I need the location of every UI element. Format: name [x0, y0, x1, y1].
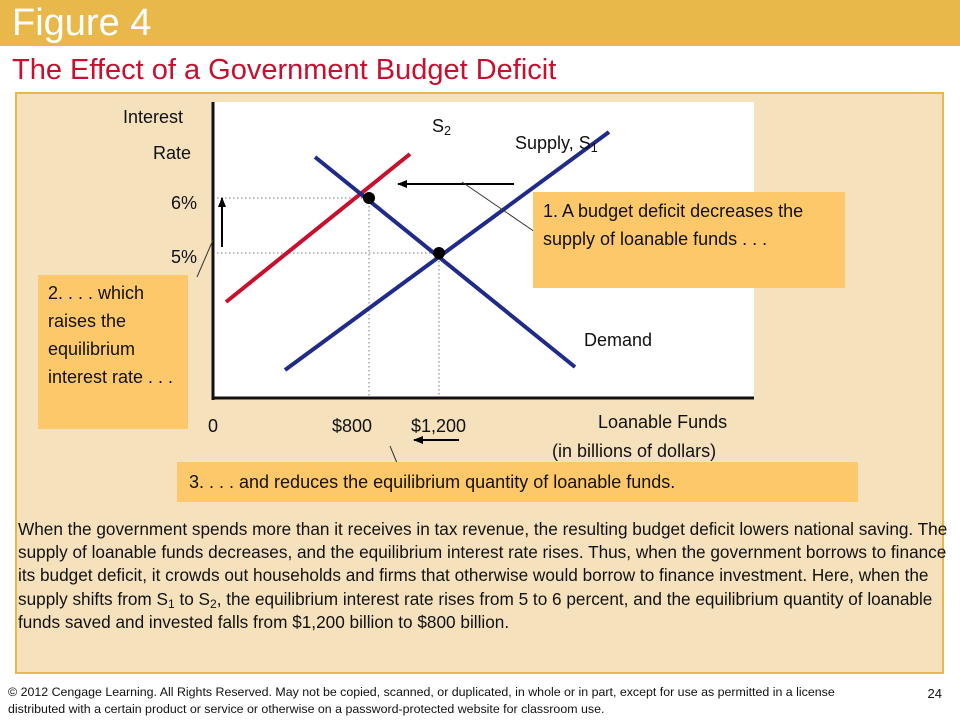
x-tick-label-1200: $1,200: [411, 416, 467, 436]
demand-curve: [313, 155, 577, 369]
curve-label-s2: S2: [432, 116, 452, 139]
figure-caption: When the government spends more than it …: [18, 519, 948, 632]
callout-supply-decrease: 1. A budget deficit decreases the supply…: [533, 192, 845, 288]
origin-label: 0: [208, 416, 219, 436]
y-tick-label-6: 6%: [171, 193, 198, 213]
supply-s2-curve: [224, 152, 412, 304]
copyright-notice: © 2012 Cengage Learning. All Rights Rese…: [8, 685, 835, 716]
figure-label: Figure 4: [12, 2, 152, 44]
callout-quantity-fall: 3. . . . and reduces the equilibrium qua…: [177, 462, 858, 502]
y-axis-label-line2: Rate: [153, 143, 192, 163]
x-axis-label-line1: Loanable Funds: [598, 412, 728, 432]
leader-callout-2: [196, 239, 214, 278]
y-tick-label-5: 5%: [171, 247, 198, 267]
x-axis-label-line2: (in billions of dollars): [552, 441, 717, 461]
curve-label-demand: Demand: [584, 330, 653, 350]
y-axis-label-line1: Interest: [123, 107, 184, 127]
leader-callout-1: [461, 181, 536, 233]
leader-callout-3: [389, 445, 398, 464]
page-number: 24: [927, 686, 942, 701]
callout-rate-rise: 2. . . . which raises the equilibrium in…: [38, 275, 188, 429]
equilibrium-point-initial: [433, 247, 445, 259]
x-tick-label-800: $800: [332, 416, 373, 436]
curve-label-s1: Supply, S1: [515, 133, 598, 156]
title-banner: [0, 0, 960, 46]
supply-s1-curve: [283, 130, 611, 372]
equilibrium-point-new: [363, 192, 375, 204]
figure-title: The Effect of a Government Budget Defici…: [12, 54, 557, 86]
